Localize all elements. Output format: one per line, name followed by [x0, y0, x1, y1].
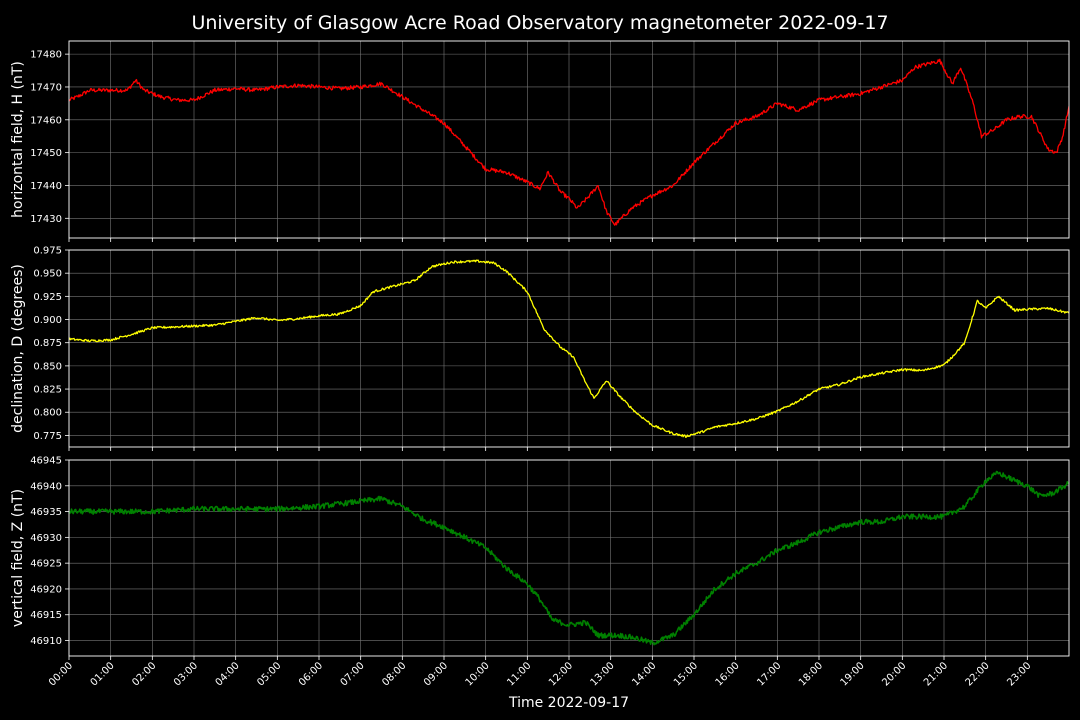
x-tick-label: 03:00 — [172, 660, 200, 688]
y-tick-label: 46940 — [30, 481, 62, 492]
z-axis-label: vertical field, Z (nT) — [10, 489, 26, 627]
x-tick-label: 02:00 — [130, 660, 158, 688]
declination-panel: 0.775 0.800 0.825 0.850 0.875 0.900 0.925 0.950… — [10, 246, 1070, 451]
x-tick-label: 13:00 — [589, 660, 617, 688]
y-tick-label: 0.825 — [33, 385, 62, 396]
y-tick-label: 0.800 — [33, 408, 62, 419]
x-tick-label: 04:00 — [214, 660, 242, 688]
y-tick-label: 46930 — [30, 533, 62, 544]
x-tick-label: 15:00 — [672, 660, 700, 688]
h-axis-label: horizontal field, H (nT) — [10, 61, 26, 218]
y-tick-label: 46945 — [30, 456, 62, 467]
y-tick-label: 0.850 — [33, 361, 62, 372]
x-tick-label: 06:00 — [297, 660, 325, 688]
x-axis-label: Time 2022-09-17 — [508, 695, 629, 711]
x-tick-label: 10:00 — [464, 660, 492, 688]
x-tick-labels: 00:00 01:00 02:00 03:00 04:00 05:00 06:00 07:00… — [47, 660, 1033, 688]
x-tick-label: 05:00 — [255, 660, 283, 688]
vertical-field-series-line — [69, 470, 1069, 646]
x-tick-label: 00:00 — [47, 660, 75, 688]
y-tick-label: 0.950 — [33, 269, 62, 280]
y-tick-label: 0.900 — [33, 315, 62, 326]
axes-frame — [68, 40, 1070, 239]
y-tick-label: 17450 — [30, 148, 62, 159]
x-tick-label: 16:00 — [714, 660, 742, 688]
y-tick-label: 46935 — [30, 507, 62, 518]
x-tick-label: 17:00 — [755, 660, 783, 688]
x-tick-label: 22:00 — [964, 660, 992, 688]
x-tick-label: 09:00 — [422, 660, 450, 688]
y-tick-label: 0.775 — [33, 431, 62, 442]
panels: 17430 17440 17450 17460 17470 17480 horizontal… — [10, 40, 1070, 689]
horizontal-field-panel: 17430 17440 17450 17460 17470 17480 horizontal… — [10, 40, 1070, 242]
axes-frame — [68, 249, 1070, 448]
y-tick-label: 46910 — [30, 636, 62, 647]
x-tick-label: 19:00 — [839, 660, 867, 688]
x-tick-label: 21:00 — [922, 660, 950, 688]
x-tick-label: 12:00 — [547, 660, 575, 688]
y-tick-label: 17480 — [30, 50, 62, 61]
d-axis-label: declination, D (degrees) — [10, 264, 26, 433]
x-tick-label: 23:00 — [1005, 660, 1033, 688]
y-tick-label: 46920 — [30, 584, 62, 595]
y-tick-label: 0.975 — [33, 246, 62, 257]
y-tick-label: 46925 — [30, 559, 62, 570]
declination-series-line — [69, 259, 1069, 438]
x-tick-label: 11:00 — [505, 660, 533, 688]
x-tick-label: 07:00 — [339, 660, 367, 688]
x-tick-label: 18:00 — [797, 660, 825, 688]
y-tick-label: 46915 — [30, 610, 62, 621]
horizontal-field-series-line — [69, 58, 1069, 226]
chart-title: University of Glasgow Acre Road Observat… — [191, 12, 888, 34]
y-tick-label: 17460 — [30, 115, 62, 126]
axes-frame — [68, 459, 1070, 657]
y-tick-label: 0.875 — [33, 338, 62, 349]
x-tick-label: 14:00 — [630, 660, 658, 688]
y-tick-label: 17440 — [30, 181, 62, 192]
y-tick-label: 17470 — [30, 82, 62, 93]
x-tick-label: 20:00 — [880, 660, 908, 688]
y-tick-label: 17430 — [30, 214, 62, 225]
x-tick-label: 01:00 — [89, 660, 117, 688]
y-tick-label: 0.925 — [33, 292, 62, 303]
vertical-field-panel: 46910 46915 46920 46925 46930 46935 46940 46945… — [10, 456, 1070, 660]
x-tick-label: 08:00 — [380, 660, 408, 688]
